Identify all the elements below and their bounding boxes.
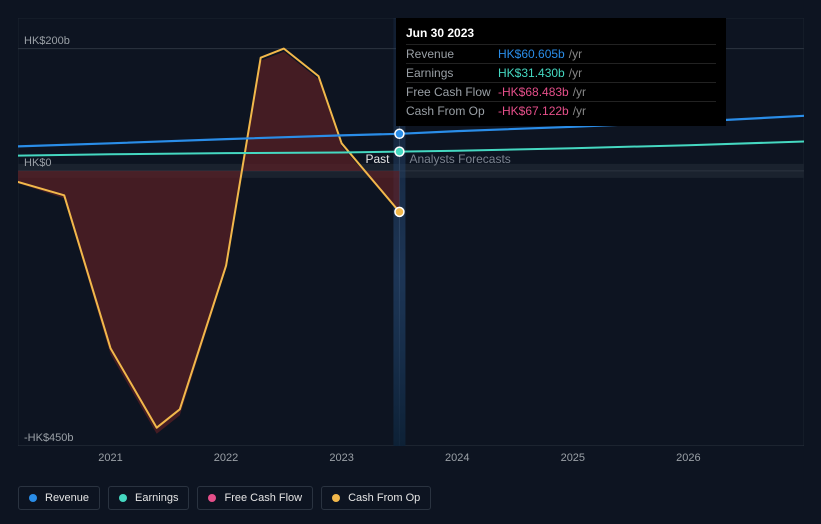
x-axis-label: 2024: [445, 452, 469, 464]
legend-item-fcf[interactable]: Free Cash Flow: [197, 486, 313, 510]
y-axis-label: HK$0: [24, 157, 52, 169]
tooltip-row: EarningsHK$31.430b /yr: [406, 63, 716, 82]
forecast-label: Analysts Forecasts: [409, 152, 510, 166]
tooltip-row: RevenueHK$60.605b /yr: [406, 44, 716, 63]
legend-label: Cash From Op: [348, 492, 420, 504]
legend-label: Earnings: [135, 492, 178, 504]
tooltip-metric-label: Free Cash Flow: [406, 85, 498, 99]
tooltip-metric-label: Revenue: [406, 47, 498, 61]
x-axis-label: 2023: [329, 452, 353, 464]
legend-item-earnings[interactable]: Earnings: [108, 486, 189, 510]
legend-dot-icon: [332, 494, 340, 502]
legend-item-cfo[interactable]: Cash From Op: [321, 486, 431, 510]
x-axis-label: 2026: [676, 452, 700, 464]
legend-dot-icon: [29, 494, 37, 502]
tooltip-row: Cash From Op-HK$67.122b /yr: [406, 101, 716, 120]
financials-chart: Jun 30 2023 RevenueHK$60.605b /yrEarning…: [0, 0, 821, 524]
tooltip-metric-value: -HK$67.122b: [498, 104, 569, 118]
past-label: Past: [365, 152, 389, 166]
tooltip-metric-label: Cash From Op: [406, 104, 498, 118]
tooltip-unit: /yr: [569, 66, 582, 80]
chart-tooltip: Jun 30 2023 RevenueHK$60.605b /yrEarning…: [396, 18, 726, 126]
legend-label: Revenue: [45, 492, 89, 504]
tooltip-metric-label: Earnings: [406, 66, 498, 80]
tooltip-date: Jun 30 2023: [406, 26, 716, 44]
x-axis-label: 2021: [98, 452, 122, 464]
y-axis-label: -HK$450b: [24, 432, 74, 444]
tooltip-unit: /yr: [573, 104, 586, 118]
tooltip-row: Free Cash Flow-HK$68.483b /yr: [406, 82, 716, 101]
legend-item-revenue[interactable]: Revenue: [18, 486, 100, 510]
tooltip-metric-value: HK$31.430b: [498, 66, 565, 80]
tooltip-metric-value: HK$60.605b: [498, 47, 565, 61]
legend-dot-icon: [119, 494, 127, 502]
x-axis-label: 2025: [561, 452, 585, 464]
x-axis-label: 2022: [214, 452, 238, 464]
tooltip-unit: /yr: [573, 85, 586, 99]
legend-label: Free Cash Flow: [224, 492, 302, 504]
tooltip-metric-value: -HK$68.483b: [498, 85, 569, 99]
legend-dot-icon: [208, 494, 216, 502]
y-axis-label: HK$200b: [24, 35, 70, 47]
tooltip-unit: /yr: [569, 47, 582, 61]
chart-legend: Revenue Earnings Free Cash Flow Cash From O…: [18, 486, 431, 510]
